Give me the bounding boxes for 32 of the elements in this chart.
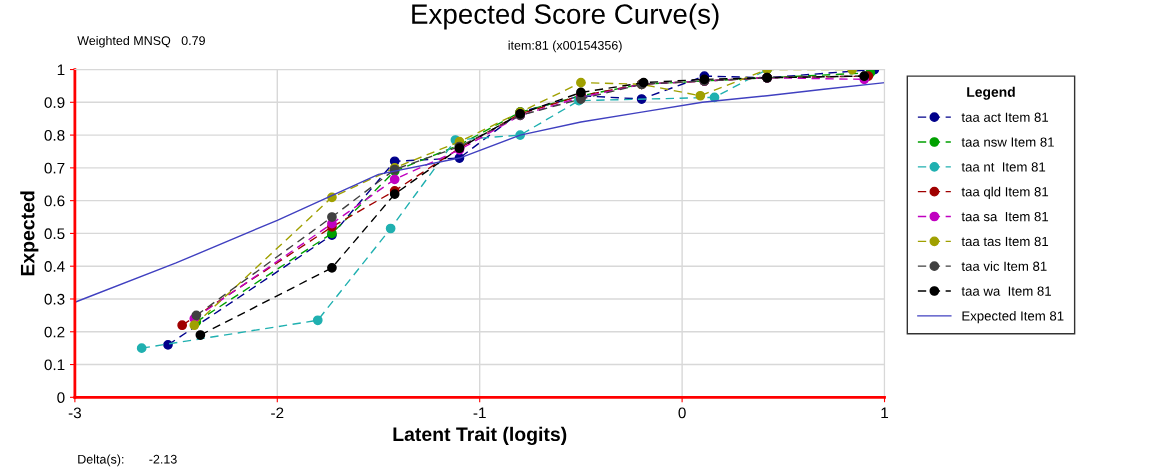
- y-tick-label: 0.5: [44, 228, 65, 240]
- chart-title: Expected Score Curve(s): [412, 3, 719, 30]
- x-tick-label: 0: [678, 407, 686, 419]
- y-tick-label: 0: [57, 392, 65, 404]
- y-tick-label: 0.4: [44, 261, 65, 272]
- y-tick-label: 1: [57, 64, 65, 76]
- legend-title: Legend: [967, 86, 1015, 100]
- y-tick-label: 0.6: [44, 195, 65, 207]
- y-tick-label: 0.9: [44, 97, 65, 108]
- legend-label: taa vic Item 81: [961, 261, 1047, 271]
- legend-label: taa sa Item 81: [961, 211, 1049, 222]
- y-tick-label: 0.2: [44, 326, 65, 338]
- y-tick-label: 0.1: [44, 359, 65, 371]
- legend-label: Expected Item 81: [962, 310, 1064, 324]
- x-tick-label: -1: [473, 407, 486, 419]
- legend-label: taa wa Item 81: [961, 286, 1051, 296]
- x-tick-label: 1: [881, 407, 889, 419]
- legend-label: taa qld Item 81: [961, 186, 1049, 200]
- legend-label: taa tas Item 81: [961, 236, 1049, 247]
- legend-label: taa nt Item 81: [961, 162, 1046, 172]
- x-axis-title: Latent Trait (logits): [393, 426, 567, 446]
- x-tick-label: -3: [68, 407, 81, 419]
- text: Weighted MNSQ 0.79: [77, 35, 205, 48]
- legend-label: taa act Item 81: [961, 112, 1049, 122]
- y-axis-title: Expected: [20, 191, 39, 276]
- y-tick-label: 0.8: [44, 129, 65, 141]
- y-tick-label: 0.7: [44, 162, 65, 174]
- legend-label: taa nsw Item 81: [961, 137, 1054, 147]
- chart-subtitle: item:81 (x00154356): [508, 40, 622, 53]
- y-tick-label: 0.3: [44, 293, 65, 305]
- text: Delta(s): -2.13: [78, 454, 177, 467]
- x-tick-label: -2: [271, 407, 284, 419]
